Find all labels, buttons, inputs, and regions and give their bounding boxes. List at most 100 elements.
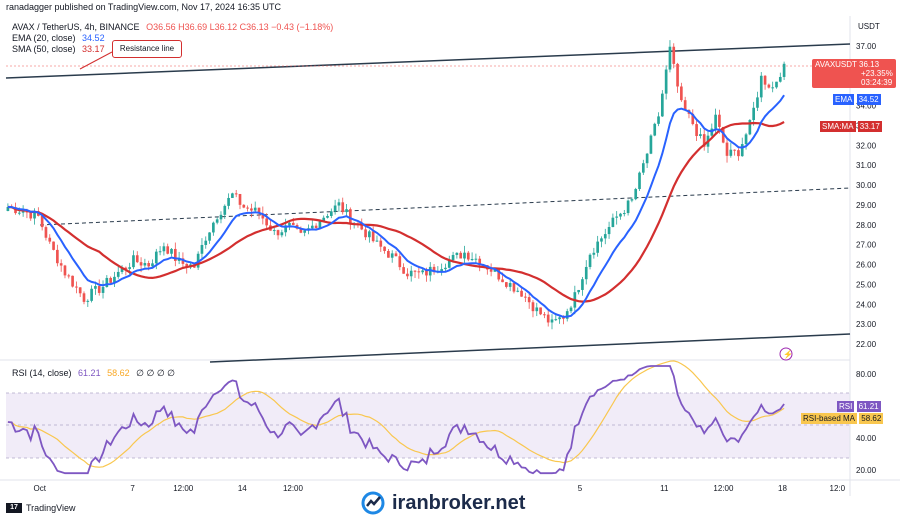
- candle[interactable]: [451, 254, 455, 261]
- candle[interactable]: [139, 262, 143, 266]
- candle[interactable]: [421, 270, 424, 273]
- candle[interactable]: [196, 253, 200, 268]
- candle[interactable]: [714, 114, 717, 129]
- candle[interactable]: [166, 246, 170, 254]
- candle[interactable]: [683, 100, 687, 111]
- candle[interactable]: [771, 87, 775, 89]
- candle[interactable]: [554, 319, 558, 321]
- candle[interactable]: [398, 256, 402, 268]
- candle[interactable]: [276, 230, 280, 236]
- candle[interactable]: [128, 267, 131, 269]
- candle[interactable]: [63, 265, 67, 276]
- candle[interactable]: [493, 269, 497, 272]
- candle[interactable]: [737, 150, 740, 157]
- candle[interactable]: [284, 225, 287, 233]
- candle[interactable]: [740, 144, 744, 157]
- candle[interactable]: [86, 300, 90, 302]
- candle[interactable]: [234, 193, 238, 195]
- candle[interactable]: [154, 251, 158, 264]
- candle[interactable]: [428, 266, 432, 276]
- candle[interactable]: [379, 240, 383, 247]
- candle[interactable]: [120, 267, 124, 272]
- candle[interactable]: [288, 222, 291, 226]
- candle[interactable]: [349, 209, 352, 225]
- candle[interactable]: [173, 248, 177, 261]
- candle[interactable]: [759, 75, 763, 98]
- candle[interactable]: [227, 197, 230, 206]
- candle[interactable]: [417, 271, 421, 273]
- candle[interactable]: [383, 246, 386, 251]
- candle[interactable]: [478, 258, 482, 266]
- candle[interactable]: [135, 255, 139, 263]
- candle[interactable]: [592, 252, 596, 255]
- candle[interactable]: [733, 149, 736, 151]
- candle[interactable]: [6, 207, 10, 211]
- candle[interactable]: [524, 296, 527, 298]
- candle[interactable]: [250, 208, 253, 211]
- candle[interactable]: [151, 263, 154, 267]
- candle[interactable]: [371, 231, 375, 242]
- candle[interactable]: [466, 252, 470, 260]
- candle[interactable]: [680, 86, 683, 101]
- candle[interactable]: [569, 307, 573, 312]
- candle[interactable]: [782, 63, 786, 77]
- candle[interactable]: [246, 207, 249, 209]
- tradingview-logo[interactable]: 17 TradingView: [6, 503, 76, 513]
- candle[interactable]: [364, 229, 367, 238]
- candle[interactable]: [78, 287, 82, 294]
- candle[interactable]: [257, 207, 261, 214]
- candle[interactable]: [577, 289, 580, 293]
- candle[interactable]: [200, 244, 204, 254]
- candle[interactable]: [474, 258, 478, 260]
- candle[interactable]: [619, 213, 622, 217]
- candle[interactable]: [208, 232, 211, 241]
- candle[interactable]: [253, 207, 257, 211]
- candle[interactable]: [695, 124, 698, 137]
- candle[interactable]: [725, 142, 729, 156]
- candle[interactable]: [360, 224, 364, 230]
- candle[interactable]: [778, 76, 782, 82]
- candle[interactable]: [600, 238, 603, 242]
- candle[interactable]: [607, 227, 611, 235]
- candle[interactable]: [622, 213, 626, 215]
- candle[interactable]: [310, 225, 314, 229]
- candle[interactable]: [447, 260, 451, 268]
- candle[interactable]: [215, 219, 219, 223]
- candle[interactable]: [82, 293, 86, 302]
- candle[interactable]: [455, 252, 459, 255]
- candle[interactable]: [71, 275, 74, 287]
- candle[interactable]: [299, 228, 303, 233]
- candle[interactable]: [641, 163, 645, 173]
- candle[interactable]: [425, 270, 428, 276]
- candle[interactable]: [280, 232, 284, 236]
- candle[interactable]: [497, 269, 501, 280]
- candle[interactable]: [626, 200, 630, 214]
- candle[interactable]: [326, 215, 329, 218]
- candle[interactable]: [470, 259, 474, 261]
- candle[interactable]: [615, 216, 619, 218]
- candle[interactable]: [105, 277, 109, 288]
- candle[interactable]: [345, 209, 348, 213]
- candle[interactable]: [562, 317, 565, 319]
- candle[interactable]: [638, 172, 641, 190]
- resistance-callout[interactable]: Resistance line: [112, 40, 182, 58]
- candle[interactable]: [375, 240, 379, 242]
- candle[interactable]: [394, 253, 398, 257]
- candle[interactable]: [303, 230, 307, 233]
- candle[interactable]: [322, 217, 326, 222]
- candle[interactable]: [158, 251, 162, 253]
- candle[interactable]: [550, 319, 554, 323]
- candle[interactable]: [657, 116, 660, 124]
- candle[interactable]: [109, 277, 112, 283]
- candle[interactable]: [649, 135, 653, 154]
- candle[interactable]: [718, 114, 721, 127]
- candle[interactable]: [185, 263, 189, 268]
- candle[interactable]: [584, 266, 588, 280]
- candle[interactable]: [242, 204, 246, 208]
- candle[interactable]: [672, 46, 676, 64]
- candle[interactable]: [368, 231, 371, 238]
- candle[interactable]: [147, 263, 151, 267]
- candle[interactable]: [97, 286, 101, 293]
- candle[interactable]: [318, 221, 322, 229]
